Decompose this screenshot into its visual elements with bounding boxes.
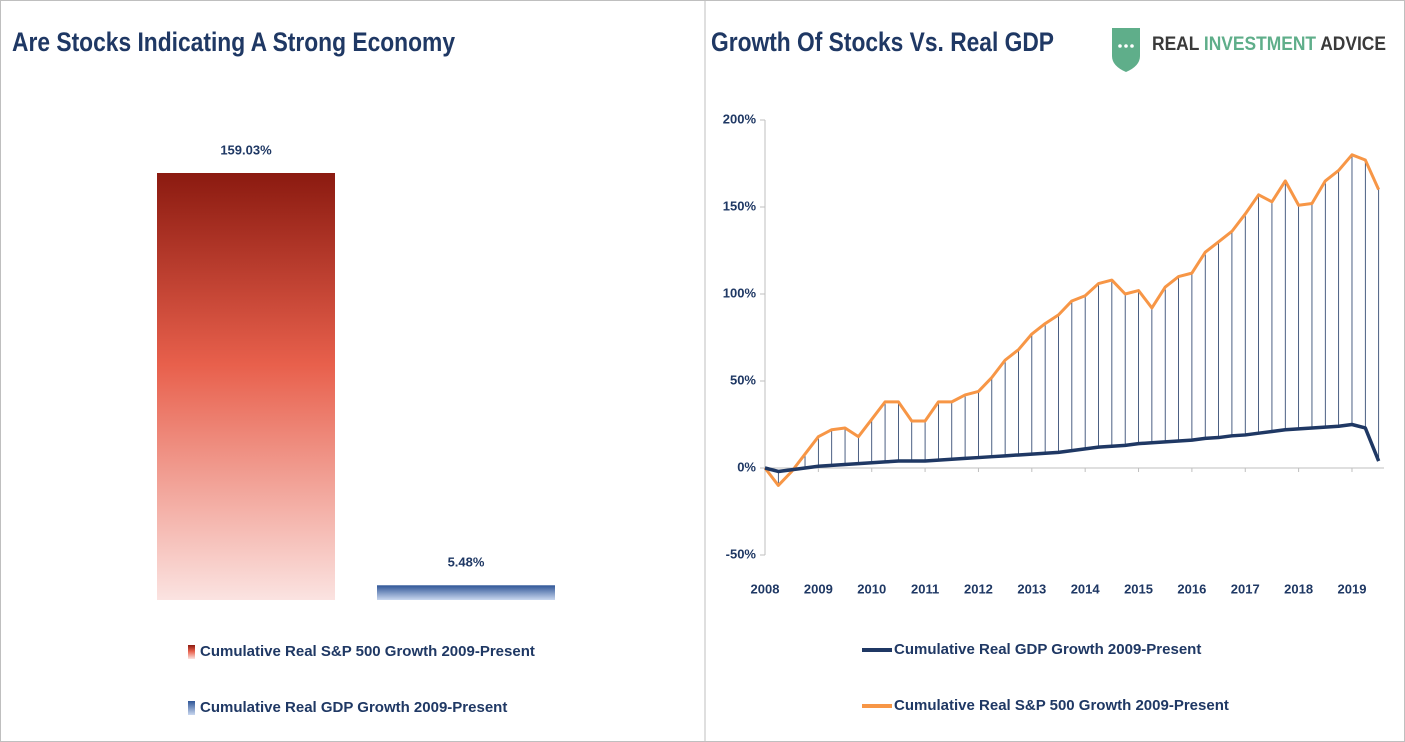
bar: [157, 173, 335, 600]
line-series: [764, 422, 1381, 474]
legend-label: Cumulative Real GDP Growth 2009-Present: [200, 699, 507, 716]
x-tick-label: 2016: [1177, 581, 1206, 596]
logo-word: INVESTMENT: [1204, 34, 1317, 55]
y-tick-label: 100%: [723, 285, 757, 300]
legend-swatch: [188, 645, 195, 659]
logo-dot: [1130, 44, 1134, 48]
logo-shield: [1112, 28, 1140, 72]
chart-title: Are Stocks Indicating A Strong Economy: [12, 27, 455, 57]
legend-label: Cumulative Real GDP Growth 2009-Present: [894, 641, 1201, 658]
logo-word: ADVICE: [1320, 34, 1386, 55]
x-tick-label: 2013: [1017, 581, 1046, 596]
logo-dot: [1118, 44, 1122, 48]
chart-title: Growth Of Stocks Vs. Real GDP: [711, 27, 1054, 57]
logo: REAL INVESTMENT ADVICE: [1112, 28, 1386, 72]
y-tick-label: 50%: [730, 372, 756, 387]
data-label: 5.48%: [448, 555, 485, 570]
legend-swatch: [188, 701, 195, 715]
logo-dot: [1124, 44, 1128, 48]
x-tick-label: 2018: [1284, 581, 1313, 596]
x-tick-label: 2011: [911, 581, 939, 596]
x-tick-label: 2012: [964, 581, 993, 596]
logo-text: REAL INVESTMENT ADVICE: [1152, 34, 1386, 55]
y-tick-label: 150%: [723, 198, 757, 213]
line-series: [763, 153, 1381, 487]
legend-label: Cumulative Real S&P 500 Growth 2009-Pres…: [200, 643, 535, 660]
bar: [377, 585, 555, 600]
x-tick-label: 2014: [1071, 581, 1101, 596]
x-tick-label: 2019: [1338, 581, 1367, 596]
x-tick-label: 2008: [751, 581, 780, 596]
data-label: 159.03%: [220, 142, 272, 157]
logo-word: REAL: [1152, 34, 1200, 55]
x-tick-label: 2010: [857, 581, 886, 596]
y-tick-label: -50%: [726, 546, 757, 561]
y-tick-label: 200%: [723, 111, 757, 126]
x-tick-label: 2015: [1124, 581, 1153, 596]
x-tick-label: 2009: [804, 581, 833, 596]
y-tick-label: 0%: [737, 459, 756, 474]
x-tick-label: 2017: [1231, 581, 1260, 596]
legend-label: Cumulative Real S&P 500 Growth 2009-Pres…: [894, 697, 1229, 714]
